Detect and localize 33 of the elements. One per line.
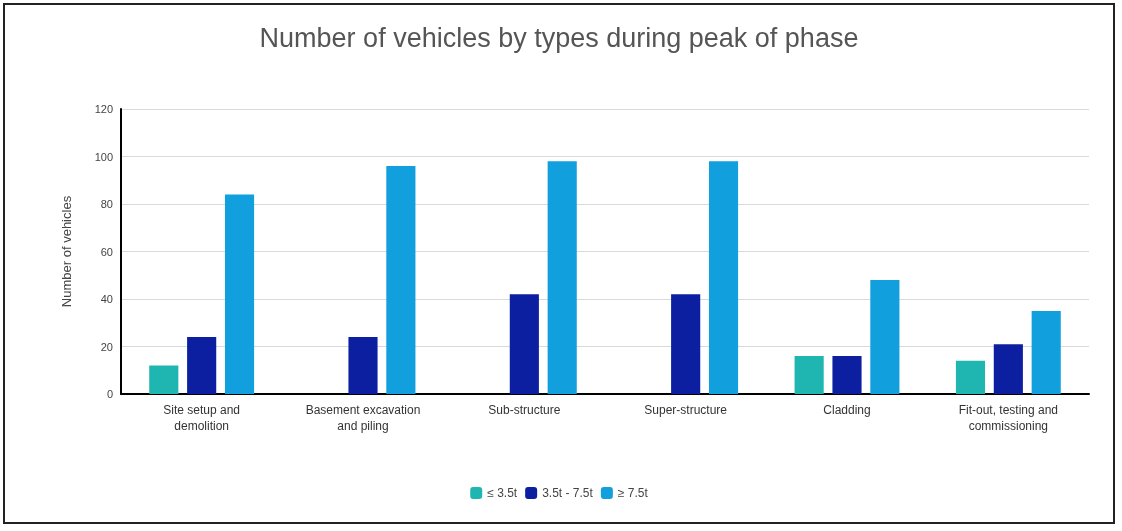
- x-tick-label: Basement excavation and piling: [305, 403, 421, 433]
- y-tick-label: 40: [100, 293, 113, 305]
- y-tick-label: 80: [100, 198, 113, 210]
- y-tick-label: 0: [106, 388, 113, 400]
- x-tick-label: Site setup and demolition: [163, 403, 241, 433]
- bar: [547, 161, 577, 394]
- legend-label: 3.5t - 7.5t: [542, 486, 594, 500]
- y-tick-label: 120: [94, 103, 113, 115]
- bar: [671, 294, 701, 394]
- y-axis-title: Number of vehicles: [59, 195, 74, 308]
- x-tick-label: Super-structure: [644, 403, 728, 417]
- bar: [955, 360, 986, 394]
- y-tick-label: 20: [100, 340, 113, 353]
- y-tick-label: 60: [100, 245, 113, 258]
- bar: [187, 337, 217, 394]
- bar: [794, 356, 824, 394]
- bar: [509, 294, 539, 394]
- x-tick-label: Fit-out, testing and commissioning: [958, 403, 1059, 433]
- bar: [386, 166, 416, 394]
- bar: [1031, 310, 1061, 394]
- chart-title: Number of vehicles by types during peak of phase: [259, 22, 859, 53]
- y-tick-label: 100: [94, 150, 113, 163]
- bar: [832, 356, 862, 394]
- x-tick-label: Sub-structure: [488, 403, 561, 417]
- bar: [149, 365, 179, 394]
- bar: [708, 161, 739, 394]
- bar: [993, 344, 1023, 394]
- x-tick-label: Cladding: [823, 403, 871, 417]
- legend-label: ≤ 3.5t: [487, 486, 518, 500]
- bar: [870, 280, 900, 394]
- legend-label: ≥ 7.5t: [617, 486, 649, 500]
- bar: [348, 337, 378, 394]
- bar: [224, 194, 255, 394]
